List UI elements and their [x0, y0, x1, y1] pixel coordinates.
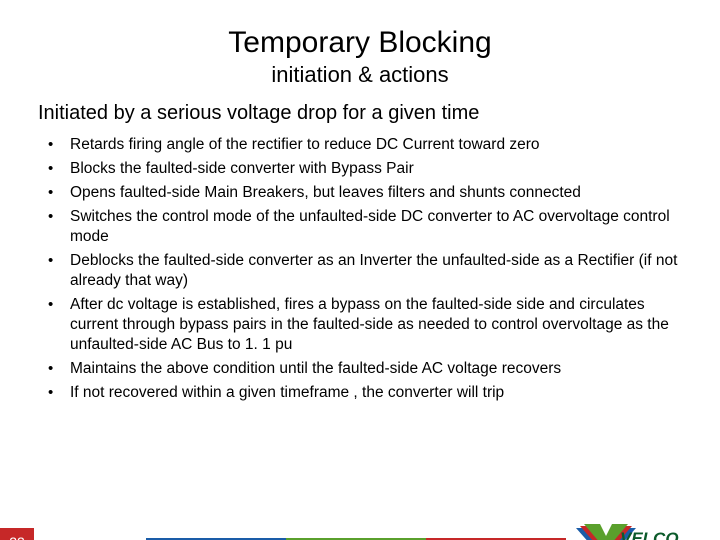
bullet-text: Maintains the above condition until the …	[70, 359, 561, 379]
bullet-icon: •	[48, 295, 70, 315]
list-item: • Switches the control mode of the unfau…	[48, 207, 682, 247]
bullet-icon: •	[48, 383, 70, 403]
slide: Temporary Blocking initiation & actions …	[0, 26, 720, 540]
bullet-icon: •	[48, 251, 70, 271]
bullet-icon: •	[48, 207, 70, 227]
list-item: • Opens faulted-side Main Breakers, but …	[48, 183, 682, 203]
bullet-list: • Retards firing angle of the rectifier …	[48, 135, 682, 403]
bullet-text: Retards firing angle of the rectifier to…	[70, 135, 540, 155]
velco-logo: VELCO	[574, 522, 702, 540]
bullet-text: Opens faulted-side Main Breakers, but le…	[70, 183, 581, 203]
bullet-icon: •	[48, 159, 70, 179]
bullet-icon: •	[48, 359, 70, 379]
bullet-text: Deblocks the faulted-side converter as a…	[70, 251, 682, 291]
slide-subtitle: initiation & actions	[0, 62, 720, 88]
bullet-icon: •	[48, 183, 70, 203]
bullet-text: If not recovered within a given timefram…	[70, 383, 504, 403]
list-item: • If not recovered within a given timefr…	[48, 383, 682, 403]
footer: 22 VELCO	[0, 528, 720, 540]
page-number: 22	[0, 528, 34, 540]
bullet-text: Blocks the faulted-side converter with B…	[70, 159, 414, 179]
list-item: • Retards firing angle of the rectifier …	[48, 135, 682, 155]
slide-title: Temporary Blocking	[0, 26, 720, 60]
bullet-icon: •	[48, 135, 70, 155]
bullet-text: Switches the control mode of the unfault…	[70, 207, 682, 247]
list-item: • Blocks the faulted-side converter with…	[48, 159, 682, 179]
svg-text:VELCO: VELCO	[620, 529, 679, 540]
list-item: • Deblocks the faulted-side converter as…	[48, 251, 682, 291]
intro-text: Initiated by a serious voltage drop for …	[38, 102, 720, 125]
bullet-text: After dc voltage is established, fires a…	[70, 295, 682, 355]
list-item: • Maintains the above condition until th…	[48, 359, 682, 379]
list-item: • After dc voltage is established, fires…	[48, 295, 682, 355]
